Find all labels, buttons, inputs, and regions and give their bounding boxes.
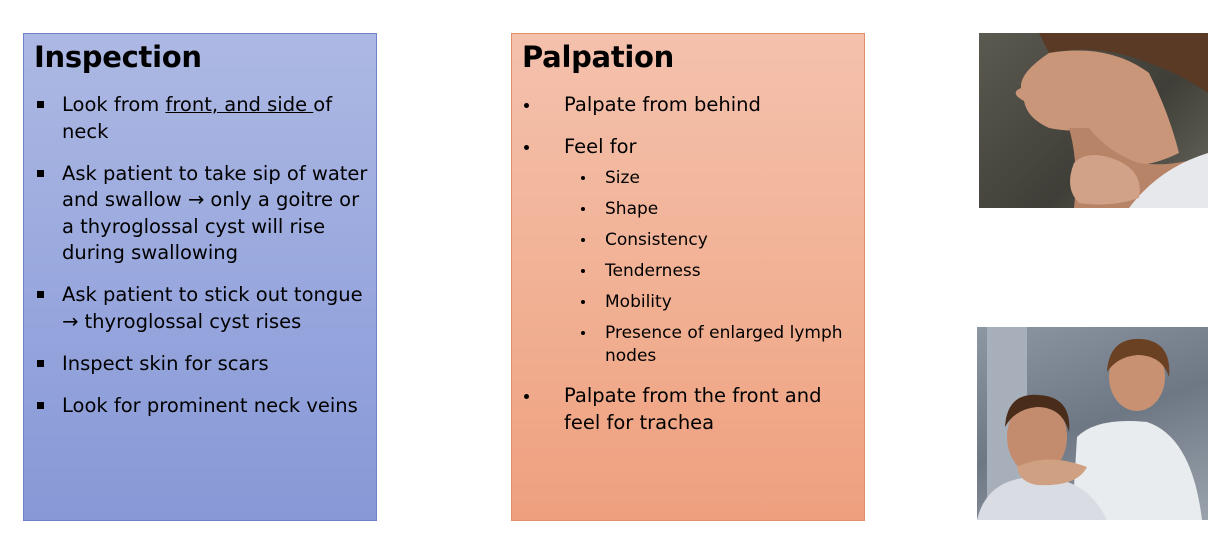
palpation-list: Palpate from behind Feel for Size Shape … (512, 92, 864, 452)
inspection-list: Look from front, and side of neck Ask pa… (24, 92, 376, 435)
sub-item-mobility: Mobility (564, 291, 858, 314)
patient-hair (1005, 394, 1070, 432)
inspection-item-tongue: Ask patient to stick out tongue → thyrog… (24, 282, 376, 335)
patient-head (1007, 399, 1067, 475)
sub-item-consistency: Consistency (564, 229, 858, 252)
hair-shape (1039, 33, 1208, 93)
feel-for-sublist: Size Shape Consistency Tenderness Mobili… (564, 167, 858, 368)
inspection-item-swallow: Ask patient to take sip of water and swa… (24, 161, 376, 267)
palpation-title: Palpation (522, 40, 674, 74)
hand-shape (1070, 154, 1140, 205)
inspection-title: Inspection (34, 40, 202, 74)
sub-item-lymph-nodes: Presence of enlarged lymph nodes (564, 322, 858, 368)
inspection-panel: Inspection Look from front, and side of … (23, 33, 377, 521)
palpation-item-feel-for: Feel for Size Shape Consistency Tenderne… (512, 134, 864, 368)
sub-item-size: Size (564, 167, 858, 190)
palpation-item-behind: Palpate from behind (512, 92, 864, 119)
clinical-exam-illustration (977, 327, 1202, 520)
inspection-item-look: Look from front, and side of neck (24, 92, 376, 145)
sub-item-shape: Shape (564, 198, 858, 221)
neck-palpation-illustration (1015, 33, 1208, 208)
sub-item-tenderness: Tenderness (564, 260, 858, 283)
inspection-item-scars: Inspect skin for scars (24, 351, 376, 378)
neck-palpation-photo (979, 33, 1208, 208)
doctor-hair (1107, 338, 1170, 377)
palpation-panel: Palpation Palpate from behind Feel for S… (511, 33, 865, 521)
doctor-head (1109, 343, 1165, 411)
face-shape (1015, 50, 1179, 167)
doctor-hands (1017, 459, 1087, 486)
gown-shape (1129, 153, 1208, 208)
doctor-coat (1072, 421, 1202, 520)
patient-gown (977, 477, 1107, 520)
palpation-item-front: Palpate from the front and feel for trac… (512, 383, 864, 436)
clinical-exam-photo (977, 327, 1208, 520)
inspection-item-veins: Look for prominent neck veins (24, 393, 376, 420)
